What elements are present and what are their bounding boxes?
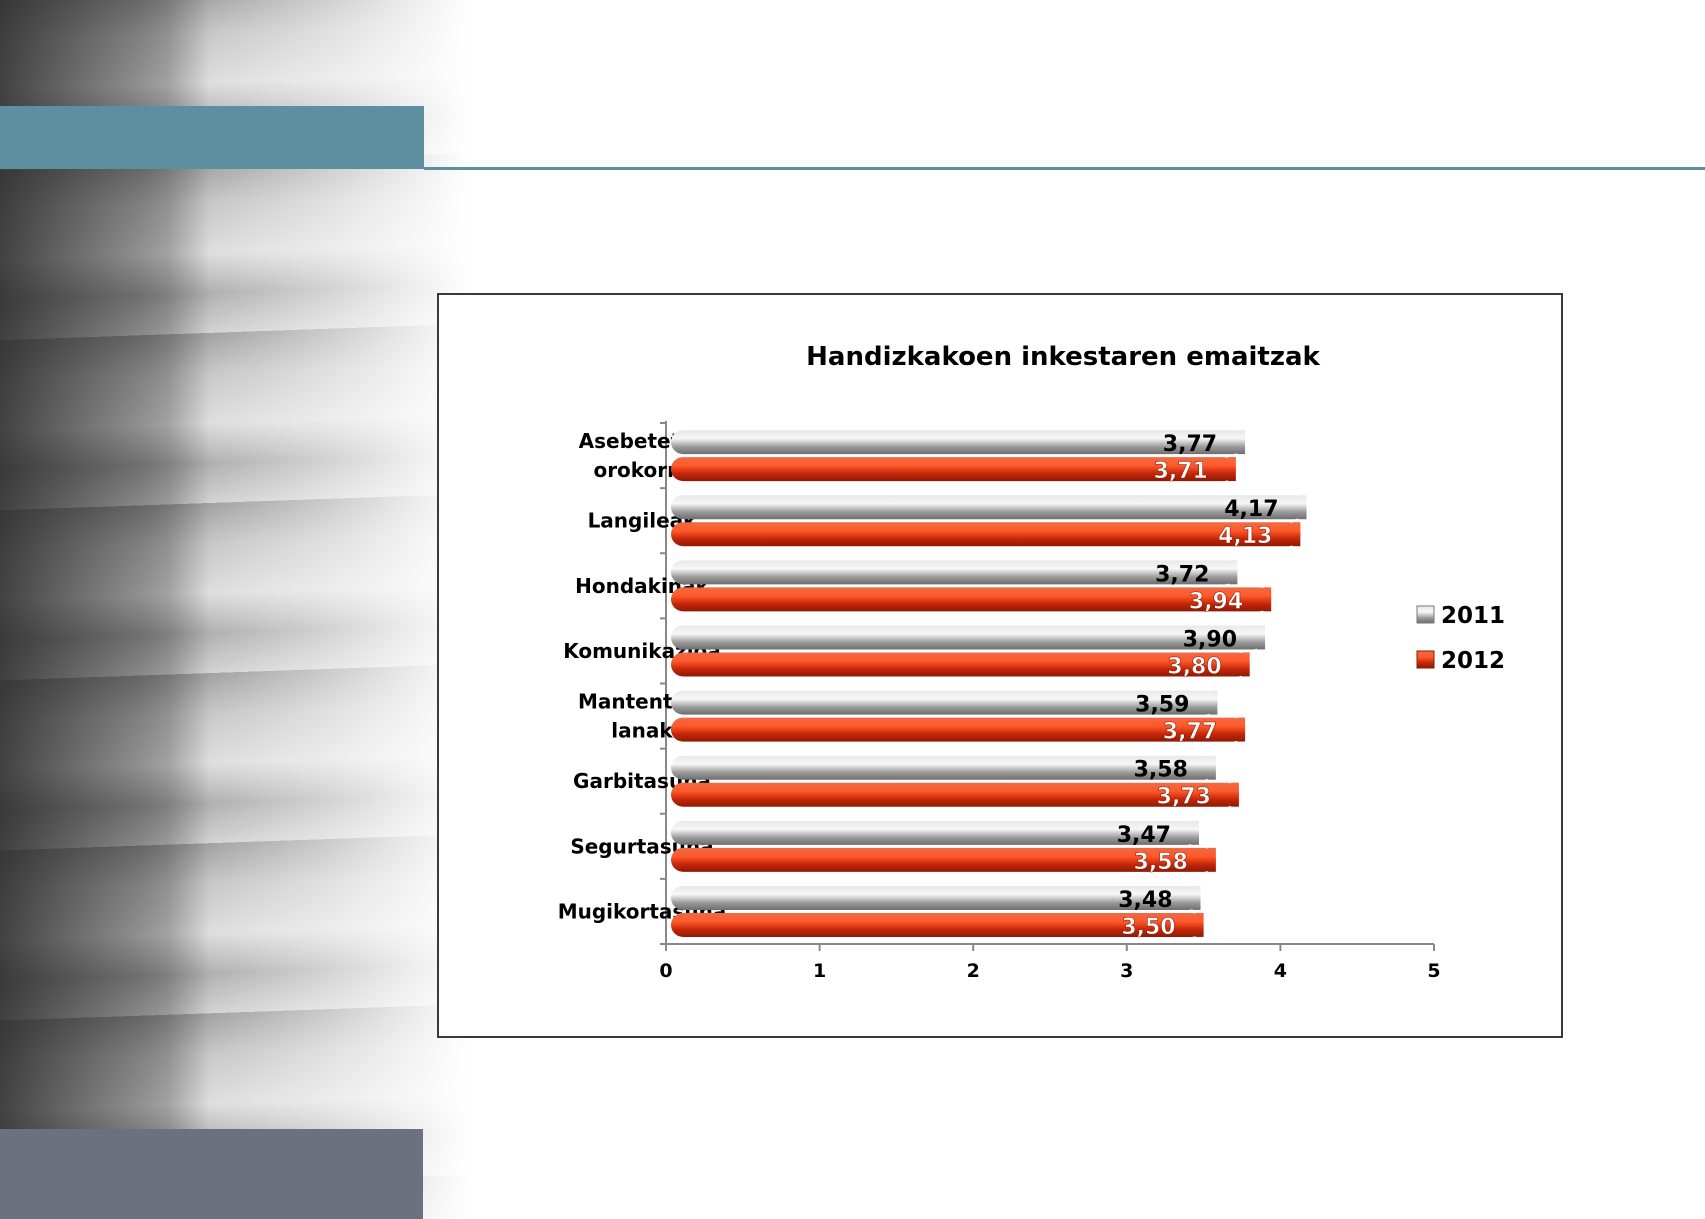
chart-title: Handizkakoen inkestaren emaitzak bbox=[806, 342, 1320, 372]
data-label-2012: 3,80 bbox=[1167, 654, 1221, 679]
bar-end-2012 bbox=[1230, 782, 1239, 807]
legend-label-2012: 2012 bbox=[1441, 648, 1505, 674]
bar-2012 bbox=[671, 587, 1272, 612]
bar-end-2011 bbox=[1298, 495, 1307, 520]
bar-end-2012 bbox=[1263, 587, 1272, 612]
bar-2012 bbox=[671, 847, 1216, 872]
bar-end-2011 bbox=[1229, 560, 1238, 585]
bar-2011 bbox=[671, 690, 1218, 715]
bar-2012 bbox=[671, 457, 1236, 482]
bar-2011 bbox=[671, 495, 1307, 520]
bar-2012 bbox=[671, 782, 1239, 807]
bar-2012 bbox=[671, 717, 1246, 742]
bar-end-2011 bbox=[1190, 820, 1199, 845]
bar-2011 bbox=[671, 820, 1199, 845]
legend-swatch-2011 bbox=[1416, 605, 1435, 624]
bar-2011 bbox=[671, 625, 1266, 650]
x-tick-label: 3 bbox=[1120, 960, 1133, 982]
category-label: lanak bbox=[611, 719, 673, 743]
data-label-2011: 3,59 bbox=[1135, 693, 1189, 718]
x-tick-label: 2 bbox=[967, 960, 980, 982]
legend-swatch-2012 bbox=[1416, 650, 1435, 669]
bar-2012 bbox=[671, 522, 1301, 547]
data-label-2011: 3,58 bbox=[1134, 758, 1188, 783]
data-label-2011: 3,47 bbox=[1117, 823, 1171, 848]
data-label-2011: 3,72 bbox=[1155, 562, 1209, 587]
header-accent-bar bbox=[0, 106, 424, 169]
bar-end-2012 bbox=[1227, 457, 1236, 482]
bar-end-2012 bbox=[1241, 652, 1250, 677]
data-label-2011: 3,77 bbox=[1163, 432, 1217, 457]
data-label-2012: 3,94 bbox=[1189, 589, 1243, 614]
bar-end-2012 bbox=[1207, 847, 1216, 872]
data-label-2012: 4,13 bbox=[1218, 524, 1272, 549]
bar-end-2012 bbox=[1195, 912, 1204, 937]
x-tick-label: 1 bbox=[813, 960, 826, 982]
bar-end-2012 bbox=[1237, 717, 1246, 742]
data-label-2012: 3,58 bbox=[1134, 850, 1188, 875]
bar-2012 bbox=[671, 912, 1204, 937]
bar-end-2011 bbox=[1192, 885, 1201, 910]
data-label-2012: 3,73 bbox=[1157, 785, 1211, 810]
header-rule bbox=[424, 167, 1705, 170]
bar-end-2011 bbox=[1237, 430, 1246, 455]
x-tick-label: 0 bbox=[659, 960, 672, 982]
data-label-2012: 3,71 bbox=[1154, 459, 1208, 484]
legend-label-2011: 2011 bbox=[1441, 603, 1505, 629]
bar-2011 bbox=[671, 560, 1238, 585]
data-label-2011: 3,90 bbox=[1183, 627, 1237, 652]
bar-end-2011 bbox=[1207, 755, 1216, 780]
data-label-2012: 3,77 bbox=[1163, 720, 1217, 745]
bar-end-2011 bbox=[1209, 690, 1218, 715]
bar-end-2012 bbox=[1292, 522, 1301, 547]
bar-end-2011 bbox=[1257, 625, 1266, 650]
x-tick-label: 5 bbox=[1427, 960, 1440, 982]
footer-accent-bar bbox=[0, 1129, 423, 1219]
bar-2012 bbox=[671, 652, 1250, 677]
data-label-2011: 4,17 bbox=[1224, 497, 1278, 522]
data-label-2011: 3,48 bbox=[1118, 888, 1172, 913]
background-photo-shade bbox=[0, 0, 210, 1219]
bar-chart: Handizkakoen inkestaren emaitzak 0 1 2 3 4 5A… bbox=[558, 342, 1505, 982]
bar-2011 bbox=[671, 430, 1246, 455]
bar-2011 bbox=[671, 885, 1201, 910]
data-label-2012: 3,50 bbox=[1121, 915, 1175, 940]
x-tick-label: 4 bbox=[1274, 960, 1287, 982]
bar-2011 bbox=[671, 755, 1216, 780]
